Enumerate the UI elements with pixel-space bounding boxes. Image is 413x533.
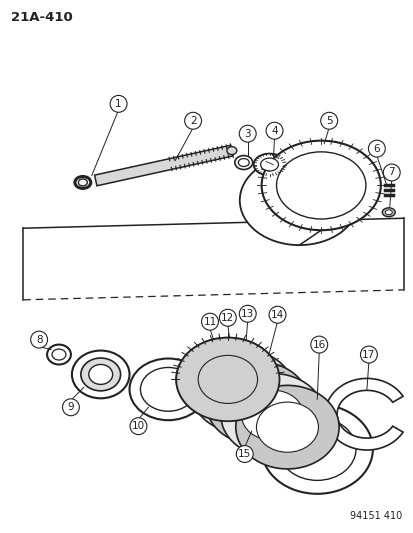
Ellipse shape bbox=[239, 156, 358, 245]
Text: 1: 1 bbox=[115, 99, 121, 109]
Ellipse shape bbox=[235, 385, 338, 469]
Text: 9: 9 bbox=[67, 402, 74, 412]
Ellipse shape bbox=[381, 208, 394, 217]
Ellipse shape bbox=[72, 351, 129, 398]
Circle shape bbox=[310, 336, 327, 353]
Ellipse shape bbox=[385, 210, 391, 215]
Ellipse shape bbox=[129, 359, 206, 420]
Circle shape bbox=[368, 140, 385, 157]
Circle shape bbox=[320, 112, 337, 129]
Text: 5: 5 bbox=[325, 116, 332, 126]
Ellipse shape bbox=[238, 158, 249, 166]
Circle shape bbox=[382, 164, 399, 181]
Circle shape bbox=[266, 122, 282, 139]
Ellipse shape bbox=[234, 156, 252, 169]
Text: 2: 2 bbox=[189, 116, 196, 126]
Ellipse shape bbox=[197, 354, 258, 405]
Text: 16: 16 bbox=[312, 340, 325, 350]
Ellipse shape bbox=[278, 418, 355, 480]
Text: 17: 17 bbox=[361, 350, 375, 360]
Ellipse shape bbox=[221, 374, 323, 457]
Ellipse shape bbox=[191, 350, 294, 433]
Ellipse shape bbox=[261, 404, 372, 494]
Ellipse shape bbox=[226, 147, 236, 155]
Ellipse shape bbox=[140, 367, 196, 411]
Text: 13: 13 bbox=[240, 309, 254, 319]
Text: 15: 15 bbox=[237, 449, 251, 459]
Circle shape bbox=[130, 418, 147, 434]
Text: 4: 4 bbox=[271, 126, 277, 136]
Ellipse shape bbox=[261, 141, 380, 230]
Circle shape bbox=[184, 112, 201, 129]
Text: 3: 3 bbox=[244, 128, 250, 139]
Circle shape bbox=[219, 309, 236, 326]
Text: 12: 12 bbox=[221, 313, 234, 323]
Ellipse shape bbox=[88, 365, 112, 384]
Text: 7: 7 bbox=[387, 167, 394, 177]
Circle shape bbox=[268, 306, 285, 323]
Text: 10: 10 bbox=[132, 421, 145, 431]
Ellipse shape bbox=[241, 390, 303, 440]
Circle shape bbox=[62, 399, 79, 416]
Circle shape bbox=[239, 305, 256, 322]
Circle shape bbox=[110, 95, 127, 112]
Text: 8: 8 bbox=[36, 335, 43, 345]
Polygon shape bbox=[325, 378, 402, 450]
Ellipse shape bbox=[206, 361, 309, 445]
Circle shape bbox=[239, 125, 256, 142]
Text: 6: 6 bbox=[373, 143, 379, 154]
Ellipse shape bbox=[81, 358, 120, 391]
Circle shape bbox=[31, 331, 47, 348]
Ellipse shape bbox=[256, 402, 318, 452]
Ellipse shape bbox=[226, 378, 288, 429]
Polygon shape bbox=[94, 146, 233, 186]
Text: 94151 410: 94151 410 bbox=[349, 511, 402, 521]
Circle shape bbox=[360, 346, 376, 363]
Ellipse shape bbox=[176, 337, 279, 421]
Circle shape bbox=[201, 313, 218, 330]
Ellipse shape bbox=[176, 337, 279, 421]
Ellipse shape bbox=[260, 158, 278, 171]
Text: 21A-410: 21A-410 bbox=[11, 11, 73, 24]
Ellipse shape bbox=[253, 154, 285, 175]
Text: 14: 14 bbox=[270, 310, 283, 320]
Text: 11: 11 bbox=[203, 317, 216, 327]
Ellipse shape bbox=[211, 366, 273, 416]
Circle shape bbox=[236, 446, 253, 463]
